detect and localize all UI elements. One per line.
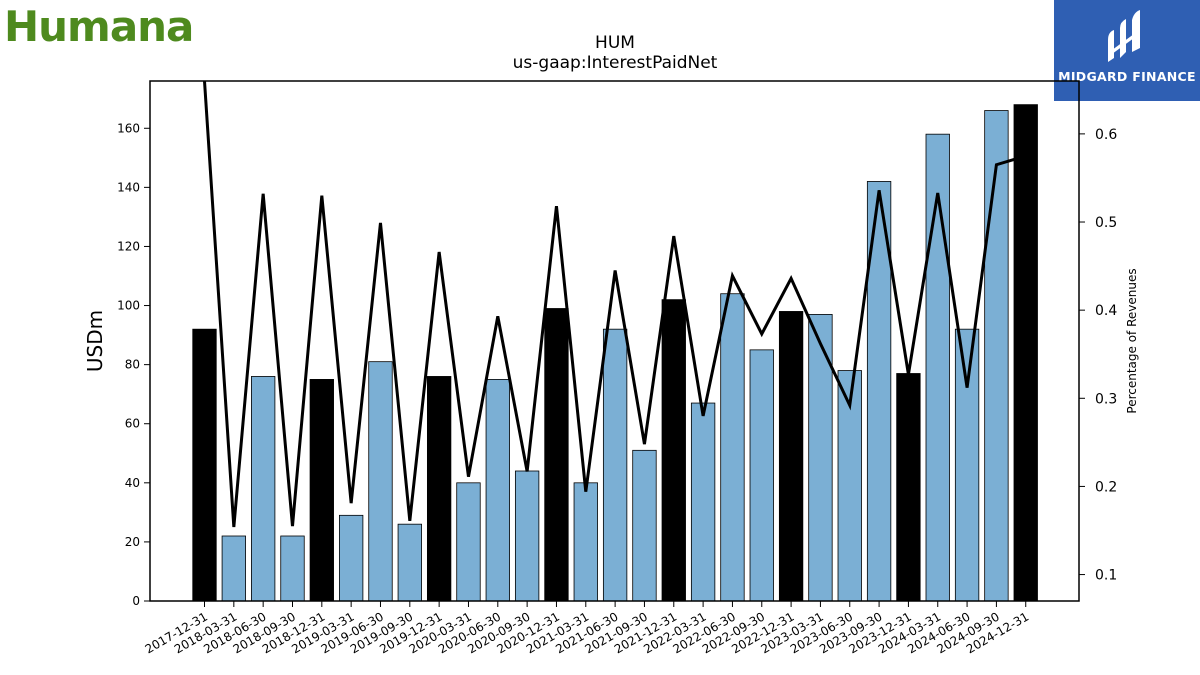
bar-2021-06-30	[602, 328, 628, 602]
bar-2022-03-31	[690, 402, 716, 602]
bar-2017-12-31	[192, 328, 217, 602]
humana-logo: Humana	[4, 2, 194, 51]
y2-tick-label-0.5: 0.5	[1095, 215, 1117, 231]
y-tick-label-120: 120	[117, 239, 140, 253]
revenue-percentage-line	[203, 81, 1027, 528]
bar-2024-12-31	[1013, 104, 1038, 602]
bar-2019-03-31	[338, 514, 364, 602]
midgard-emblem-icon	[1108, 10, 1140, 62]
chart-title: HUM	[595, 33, 635, 53]
chart-subtitle: us-gaap:InterestPaidNet	[513, 53, 718, 73]
y-tick-label-0: 0	[132, 594, 140, 608]
bar-2019-12-31	[426, 376, 452, 602]
bar-2018-12-31	[309, 379, 334, 602]
plot-frame	[149, 80, 1080, 602]
midgard-finance-logo: MIDGARD FINANCE	[1054, 0, 1200, 101]
bar-2019-06-30	[368, 361, 393, 602]
y2-axis-label: Percentage of Revenues	[1125, 268, 1139, 413]
y2-tick-label-0.4: 0.4	[1095, 303, 1117, 319]
bar-2018-03-31	[221, 535, 246, 602]
y-tick-label-40: 40	[125, 476, 140, 490]
y-tick-label-20: 20	[125, 535, 140, 549]
bar-2024-09-30	[984, 110, 1009, 602]
bar-2021-03-31	[573, 482, 598, 602]
midgard-logo-text: MIDGARD FINANCE	[1058, 69, 1196, 84]
bar-2022-06-30	[720, 293, 745, 602]
bar-2019-09-30	[397, 523, 422, 602]
y2-tick-label-0.6: 0.6	[1095, 127, 1117, 143]
bar-2020-09-30	[514, 470, 540, 602]
bar-2023-03-31	[808, 314, 833, 602]
y-axis-label: USDm	[83, 310, 107, 372]
bar-2018-09-30	[280, 535, 305, 602]
y-tick-label-60: 60	[125, 417, 140, 431]
bar-2024-06-30	[954, 328, 980, 602]
y-tick-label-160: 160	[117, 121, 140, 135]
bar-2021-09-30	[632, 449, 657, 602]
bar-2020-12-31	[544, 308, 569, 602]
bar-2022-12-31	[778, 311, 804, 602]
y2-tick-label-0.2: 0.2	[1095, 479, 1117, 495]
y2-tick-label-0.1: 0.1	[1095, 568, 1117, 584]
humana-logo-text: Humana	[4, 2, 194, 51]
y-tick-label-100: 100	[117, 299, 140, 313]
bar-2022-09-30	[749, 349, 774, 602]
bar-2024-03-31	[925, 133, 950, 602]
bar-2020-06-30	[485, 379, 510, 602]
y2-tick-label-0.3: 0.3	[1095, 391, 1117, 407]
bar-2023-12-31	[896, 373, 921, 602]
y-tick-label-140: 140	[117, 180, 140, 194]
bar-2020-03-31	[456, 482, 481, 602]
bar-2021-12-31	[661, 299, 686, 602]
bar-2018-06-30	[251, 376, 276, 602]
y-tick-label-80: 80	[125, 358, 140, 372]
